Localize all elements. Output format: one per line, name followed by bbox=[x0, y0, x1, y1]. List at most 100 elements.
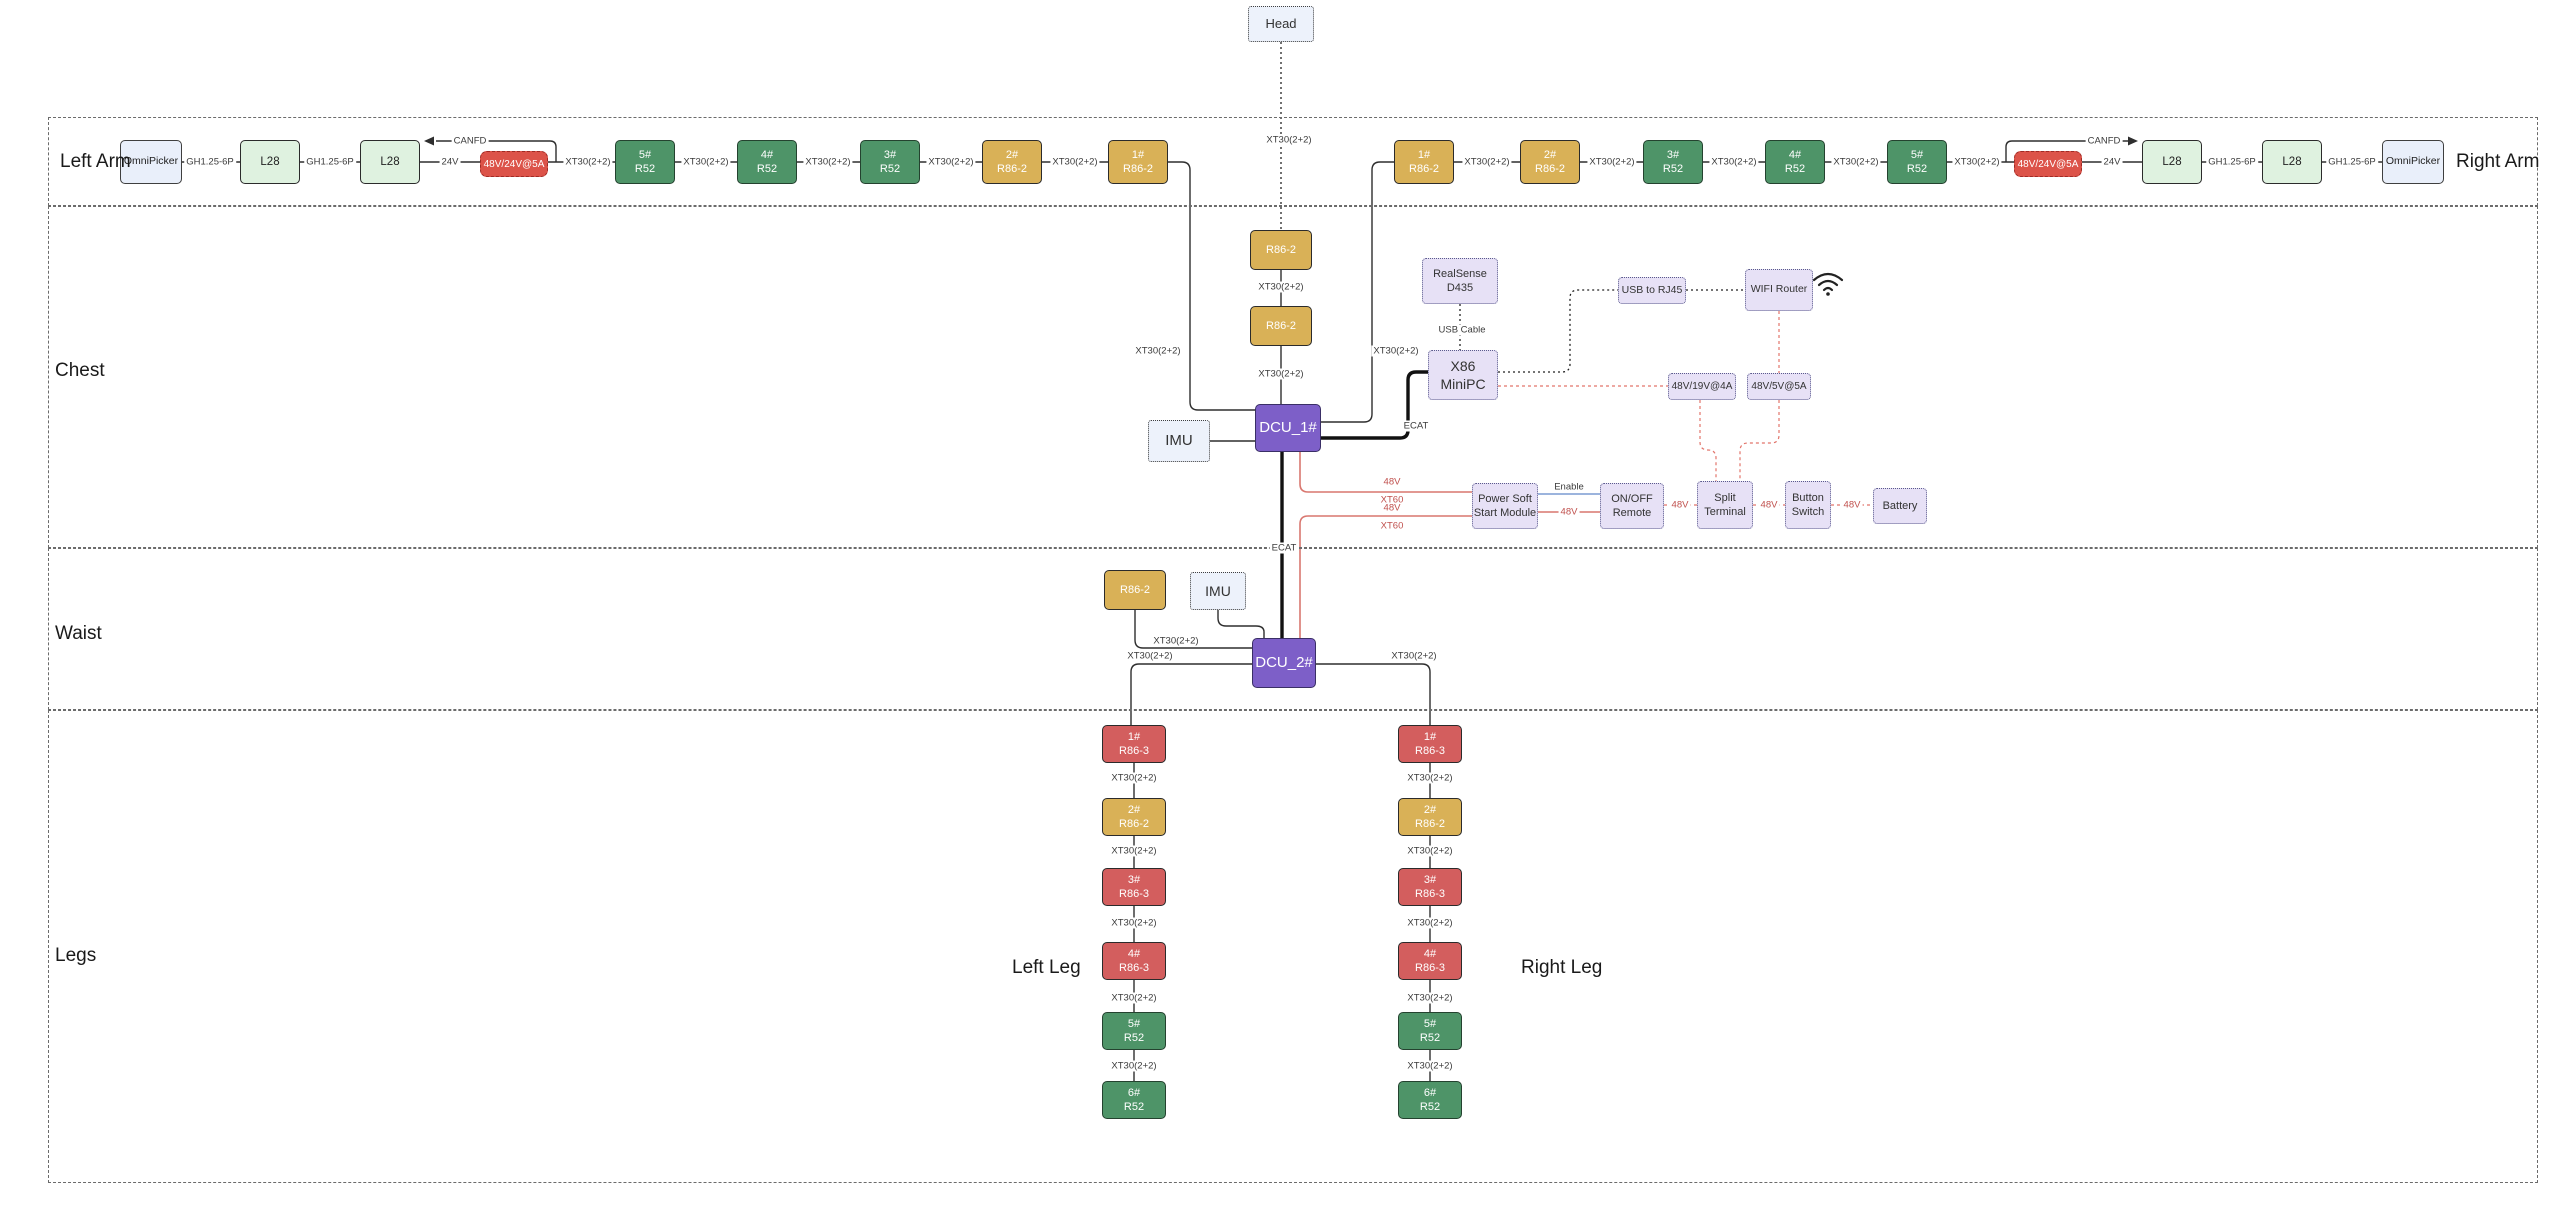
node-right-leg-2: 2# R86-2 bbox=[1398, 798, 1462, 836]
node-chest-r86-2: R86-2 bbox=[1250, 306, 1312, 346]
wire-wire-24 bbox=[1217, 610, 1265, 638]
wire-wire-25 bbox=[1130, 663, 1252, 725]
edge-label-15: CANFD bbox=[2085, 135, 2123, 147]
edge-label-6: XT30(2+2) bbox=[803, 156, 853, 168]
edge-label-26: 48V bbox=[1381, 476, 1403, 488]
edge-label-12: XT30(2+2) bbox=[1709, 156, 1759, 168]
node-left-arm-power: 48V/24V@5A bbox=[480, 151, 548, 177]
node-label: 48V/24V@5A bbox=[483, 158, 545, 170]
node-label: R86-3 bbox=[1415, 962, 1445, 974]
left-leg-label: Left Leg bbox=[1012, 957, 1081, 978]
node-imu-waist: IMU bbox=[1190, 572, 1246, 610]
edge-label-47: XT30(2+2) bbox=[1405, 1060, 1455, 1072]
edge-label-21: XT30(2+2) bbox=[1256, 281, 1306, 293]
node-label: OmniPicker bbox=[2385, 155, 2441, 168]
wire-rwire-43 bbox=[1299, 452, 1472, 493]
edge-label-40: XT30(2+2) bbox=[1109, 917, 1159, 929]
node-label: R52 bbox=[1419, 1101, 1441, 1113]
node-label: L28 bbox=[2162, 155, 2182, 168]
node-label: R86-2 bbox=[1266, 319, 1296, 332]
edge-label-45: XT30(2+2) bbox=[1405, 917, 1455, 929]
wire-thick-37 bbox=[1321, 370, 1428, 440]
node-label: Battery bbox=[1882, 499, 1918, 512]
node-label: R86-2 bbox=[1123, 163, 1153, 175]
node-label: 5# bbox=[1127, 1017, 1141, 1030]
node-label: R86-3 bbox=[1415, 745, 1445, 757]
wire-rwire-44 bbox=[1299, 515, 1472, 638]
node-right-leg-4: 4# R86-3 bbox=[1398, 942, 1462, 980]
edge-label-16: 24V bbox=[2101, 156, 2123, 168]
node-label: L28 bbox=[2282, 155, 2302, 168]
wire-wire-18 bbox=[1168, 161, 1255, 411]
wire-wire-26 bbox=[1316, 663, 1431, 725]
node-label: R52 bbox=[1906, 163, 1928, 175]
node-label: R52 bbox=[1419, 1032, 1441, 1044]
node-label: R52 bbox=[756, 163, 778, 175]
node-right-leg-3: 3# R86-3 bbox=[1398, 868, 1462, 906]
node-right-arm-r52-4: 4# R52 bbox=[1765, 140, 1825, 184]
wire-wire-17 bbox=[2005, 140, 2128, 162]
node-label: 4# bbox=[760, 148, 774, 161]
node-right-leg-5: 5# R52 bbox=[1398, 1012, 1462, 1050]
node-label: 1# bbox=[1417, 148, 1431, 161]
node-split-terminal: Split Terminal bbox=[1697, 481, 1753, 529]
node-right-leg-1: 1# R86-3 bbox=[1398, 725, 1462, 763]
edge-label-1: GH1.25-6P bbox=[304, 156, 356, 168]
node-label: R86-2 bbox=[1409, 163, 1439, 175]
node-label: Button bbox=[1792, 491, 1824, 504]
node-label: 48V/24V@5A bbox=[2017, 158, 2079, 170]
node-label: R52 bbox=[1123, 1032, 1145, 1044]
node-label: 3# bbox=[883, 148, 897, 161]
node-left-leg-3: 3# R86-3 bbox=[1102, 868, 1166, 906]
edge-label-39: XT30(2+2) bbox=[1109, 845, 1159, 857]
node-label: IMU bbox=[1205, 582, 1231, 599]
node-realsense: RealSense D435 bbox=[1422, 258, 1498, 304]
node-label: ON/OFF bbox=[1611, 492, 1653, 505]
node-label: R86-2 bbox=[997, 163, 1027, 175]
node-label: 2# bbox=[1127, 803, 1141, 816]
wire-wire-16 bbox=[436, 140, 557, 162]
node-label: IMU bbox=[1165, 432, 1193, 450]
node-label: 4# bbox=[1423, 947, 1437, 960]
edge-label-5: XT30(2+2) bbox=[681, 156, 731, 168]
node-label: R86-3 bbox=[1119, 888, 1149, 900]
node-label: D435 bbox=[1446, 282, 1474, 294]
node-label: Remote bbox=[1612, 507, 1652, 519]
edge-label-22: XT30(2+2) bbox=[1256, 368, 1306, 380]
node-label: R52 bbox=[879, 163, 901, 175]
node-label: 3# bbox=[1666, 148, 1680, 161]
node-label: 48V/19V@4A bbox=[1671, 381, 1733, 392]
node-label: DCU_2# bbox=[1255, 654, 1313, 672]
node-label: 5# bbox=[1423, 1017, 1437, 1030]
node-right-arm-r52-5: 5# R52 bbox=[1887, 140, 1947, 184]
node-label: 3# bbox=[1127, 873, 1141, 886]
wire-rdash-53 bbox=[1739, 400, 1780, 481]
node-chest-r86-1: R86-2 bbox=[1250, 230, 1312, 270]
node-battery: Battery bbox=[1873, 488, 1927, 524]
node-label: 6# bbox=[1423, 1086, 1437, 1099]
node-left-arm-r86-2: 2# R86-2 bbox=[982, 140, 1042, 184]
wifi-icon bbox=[1812, 272, 1844, 296]
node-right-l28-1: L28 bbox=[2142, 140, 2202, 184]
edge-label-23: ECAT bbox=[1401, 420, 1431, 432]
node-label: R86-2 bbox=[1120, 583, 1150, 596]
edge-label-13: XT30(2+2) bbox=[1831, 156, 1881, 168]
section-legs bbox=[48, 710, 2538, 1183]
wire-wire-23 bbox=[1134, 610, 1252, 649]
node-conv-48v-19v: 48V/19V@4A bbox=[1668, 373, 1736, 400]
edge-label-3: CANFD bbox=[451, 135, 489, 147]
node-label: 1# bbox=[1423, 730, 1437, 743]
edge-label-33: 48V bbox=[1758, 499, 1780, 511]
node-label: Head bbox=[1265, 15, 1297, 31]
node-dcu-2: DCU_2# bbox=[1252, 638, 1316, 688]
right-leg-label: Right Leg bbox=[1521, 957, 1603, 978]
canfd-arrow-left bbox=[424, 136, 434, 146]
edge-label-41: XT30(2+2) bbox=[1109, 992, 1159, 1004]
node-right-arm-r52-3: 3# R52 bbox=[1643, 140, 1703, 184]
node-label: X86 bbox=[1450, 357, 1476, 374]
edge-label-20: XT30(2+2) bbox=[1371, 345, 1421, 357]
node-power-soft-start: Power Soft Start Module bbox=[1472, 483, 1538, 529]
wire-rdash-52 bbox=[1699, 400, 1717, 481]
node-label: OmniPicker bbox=[123, 155, 179, 168]
